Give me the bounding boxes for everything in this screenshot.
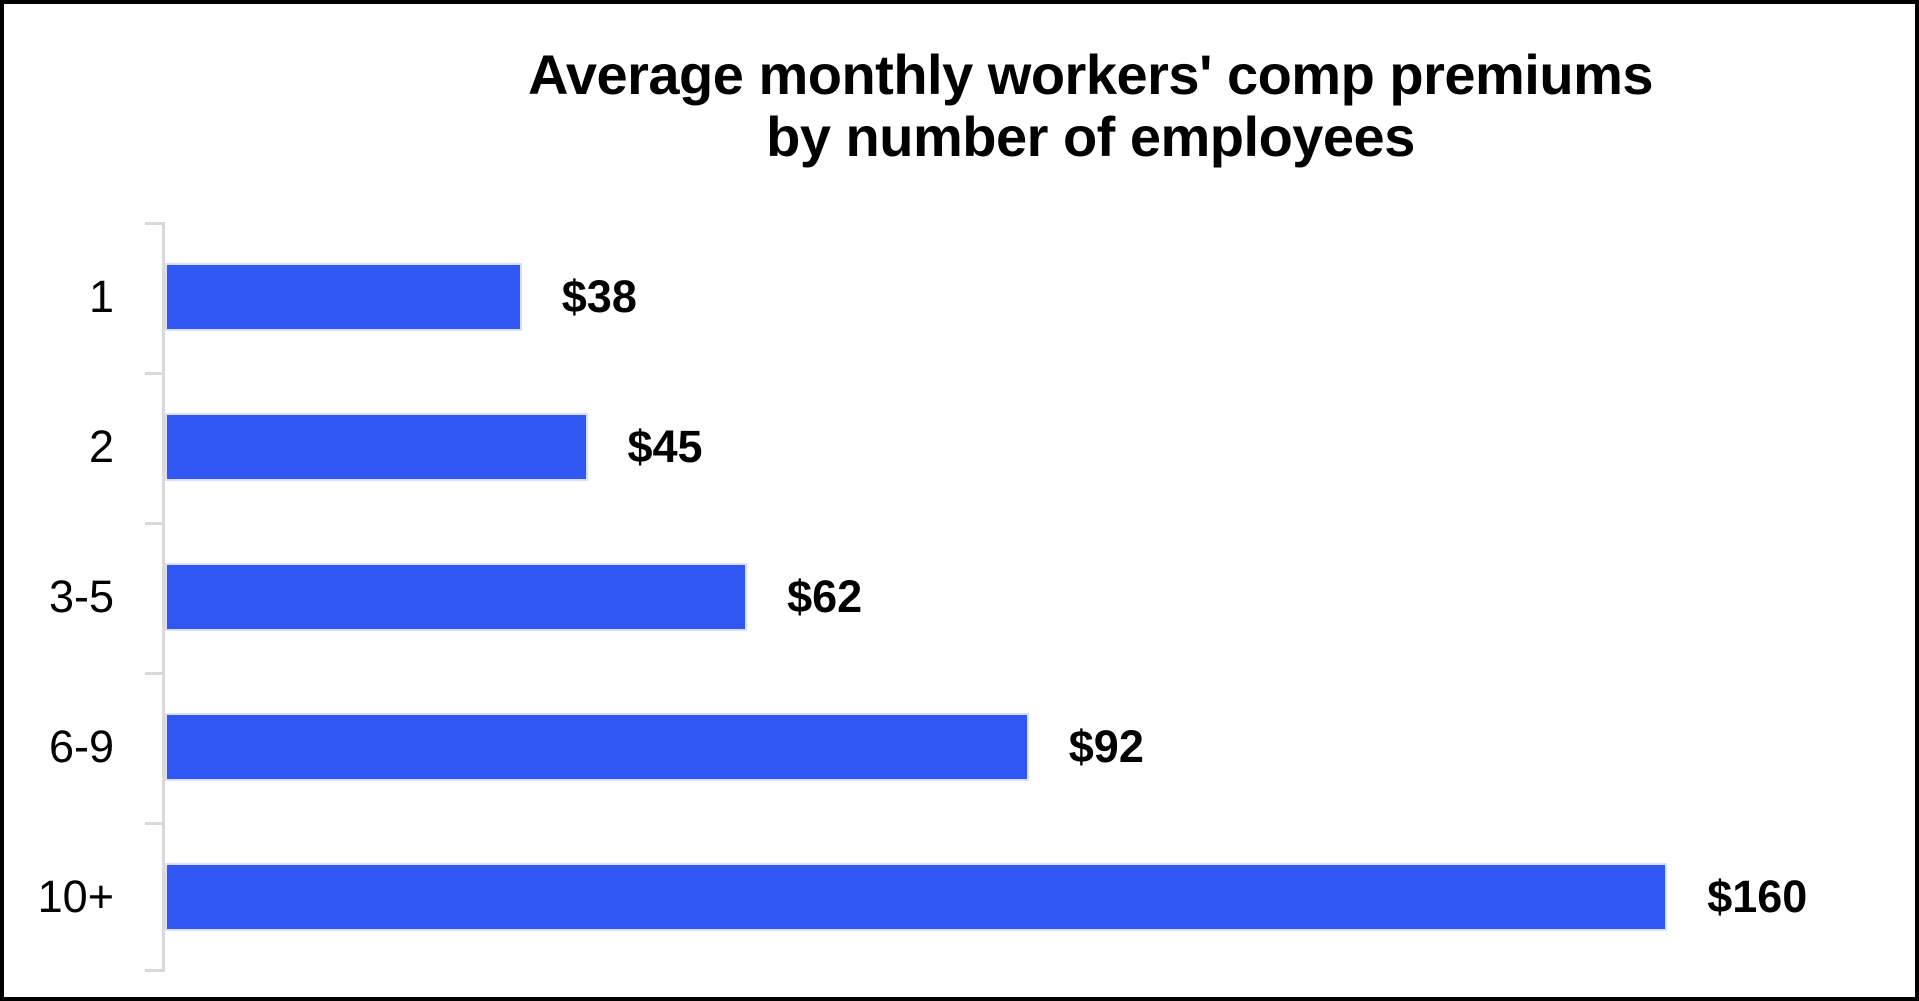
category-label: 10+ [37,871,114,922]
bar [165,713,1029,781]
bar-row: $92 [165,672,1855,822]
axis-tick [145,969,162,972]
bar [165,863,1668,931]
bar [165,263,522,331]
y-axis-line [145,222,165,972]
axis-tick [145,522,162,525]
category-label: 2 [88,421,114,472]
bar-row: $38 [165,222,1855,372]
axis-tick [145,822,162,825]
category-label: 6-9 [48,721,114,772]
bar-row: $160 [165,822,1855,972]
axis-tick [145,222,162,225]
axis-tick [145,372,162,375]
chart-title-line-2: by number of employees [766,105,1415,168]
plot-area: 1 2 3-5 6-9 10+ $38 $45 $62 $92 $160 [4,222,1915,972]
bar [165,413,588,481]
value-label: $45 [627,421,703,472]
axis-tick [145,672,162,675]
bar-row: $45 [165,372,1855,522]
value-label: $160 [1707,871,1808,922]
value-label: $62 [787,571,863,622]
category-label: 1 [88,271,114,322]
chart-title: Average monthly workers' comp premiums b… [135,43,1915,168]
bars-container: $38 $45 $62 $92 $160 [165,222,1855,972]
category-label: 3-5 [48,571,114,622]
category-axis-labels: 1 2 3-5 6-9 10+ [4,222,114,972]
value-label: $92 [1068,721,1144,772]
bar-row: $62 [165,522,1855,672]
bar [165,563,748,631]
chart-title-line-1: Average monthly workers' comp premiums [527,43,1654,106]
value-label: $38 [561,271,637,322]
